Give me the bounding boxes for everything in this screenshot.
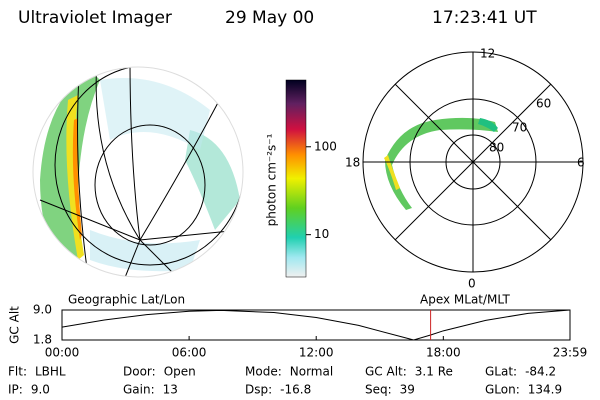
x-tick-label: 18:00 — [426, 346, 461, 360]
date: 29 May 00 — [225, 8, 314, 28]
colorbar-tick-label: 10 — [314, 227, 329, 241]
info-value: 3.1 Re — [415, 365, 453, 379]
info-value: -16.8 — [280, 383, 311, 397]
title: Ultraviolet Imager — [18, 8, 172, 28]
mlt-label: 12 — [480, 47, 495, 61]
left-label: Geographic Lat/Lon — [68, 293, 185, 307]
x-tick-label: 06:00 — [172, 346, 207, 360]
mlat-label: 80 — [489, 141, 504, 155]
info-label: GLon: — [485, 383, 520, 397]
polar-image — [384, 117, 498, 210]
info-label: Mode: — [245, 365, 282, 379]
info-value: -84.2 — [525, 365, 556, 379]
info-value: 39 — [400, 383, 415, 397]
right-label: Apex MLat/MLT — [420, 293, 510, 307]
altitude-line — [61, 309, 571, 341]
info-label: Seq: — [365, 383, 392, 397]
colorbar-tick-label: 100 — [314, 139, 337, 153]
y-axis-label: GC Alt — [8, 306, 22, 344]
globe-image — [39, 67, 243, 277]
info-label: Dsp: — [245, 383, 272, 397]
info-value: 9.0 — [31, 383, 50, 397]
y-tick-label: 1.8 — [33, 333, 52, 347]
info-value: Normal — [290, 365, 333, 379]
colorbar — [285, 79, 307, 278]
info-label: Gain: — [123, 383, 155, 397]
info-value: LBHL — [35, 365, 66, 379]
info-label: IP: — [8, 383, 23, 397]
info-value: 13 — [163, 383, 178, 397]
info-label: Flt: — [8, 365, 27, 379]
polar-grid — [362, 51, 584, 273]
x-tick-label: 12:00 — [299, 346, 334, 360]
mlt-label: 0 — [468, 277, 476, 291]
info-value: 134.9 — [528, 383, 562, 397]
y-tick-label: 9.0 — [33, 303, 52, 317]
time: 17:23:41 UT — [432, 8, 537, 28]
info-label: GLat: — [485, 365, 517, 379]
globe-rim — [32, 66, 244, 278]
mlt-label: 18 — [345, 156, 360, 170]
colorbar-label: photon cm⁻²s⁻¹ — [265, 133, 279, 226]
mlat-label: 60 — [536, 97, 551, 111]
altitude-frame — [61, 309, 571, 341]
mlat-label: 70 — [512, 121, 527, 135]
mlt-label: 6 — [577, 156, 585, 170]
x-tick-label: 23:59 — [553, 346, 588, 360]
info-label: GC Alt: — [365, 365, 407, 379]
info-value: Open — [164, 365, 196, 379]
info-label: Door: — [123, 365, 156, 379]
x-tick-label: 00:00 — [45, 346, 80, 360]
